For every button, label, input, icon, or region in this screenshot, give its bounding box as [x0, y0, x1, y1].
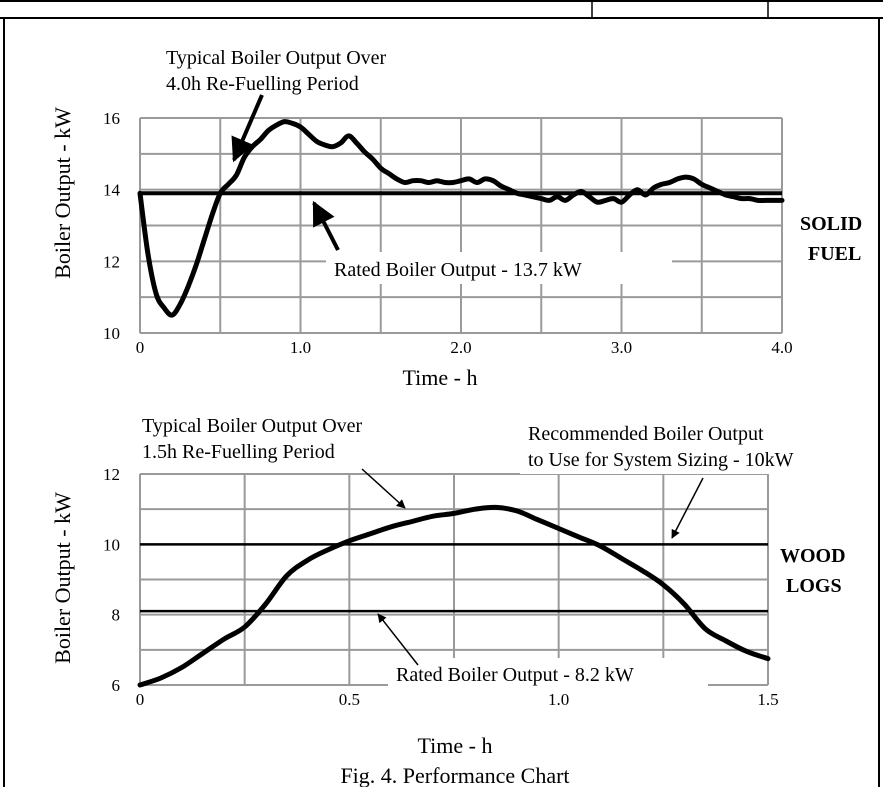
figure-caption: Fig. 4. Performance Chart: [340, 763, 569, 787]
typical-output-annotation-solid: Typical Boiler Output Over 4.0h Re-Fuell…: [160, 44, 460, 96]
solid-fuel-side-label-line2: FUEL: [808, 243, 861, 265]
solid-fuel-x-tick-label-3: 3.0: [611, 338, 632, 357]
wood-logs-x-tick-labels: 0 0.5 1.0 1.5: [136, 690, 779, 709]
wood-logs-y-tick-labels: 6 8 10 12: [103, 465, 120, 695]
wood-logs-y-tick-label-2: 10: [103, 535, 120, 554]
recommended-output-annotation: Recommended Boiler Output to Use for Sys…: [520, 420, 868, 474]
typical-output-annotation-wood-line1: Typical Boiler Output Over: [142, 415, 363, 437]
solid-fuel-chart: 0 1.0 2.0 3.0 4.0 10 12 14 16 Time - h Boiler O…: [50, 44, 862, 390]
recommended-output-annotation-line1: Recommended Boiler Output: [528, 423, 764, 445]
solid-fuel-y-tick-labels: 10 12 14 16: [103, 109, 121, 343]
wood-logs-side-label-line2: LOGS: [786, 575, 842, 597]
typical-output-annotation-solid-line2: 4.0h Re-Fuelling Period: [166, 73, 359, 95]
wood-logs-y-tick-label-3: 12: [103, 465, 120, 484]
rated-output-annotation-wood: Rated Boiler Output - 8.2 kW: [388, 658, 708, 690]
solid-fuel-x-axis-label: Time - h: [403, 365, 478, 390]
recommended-output-annotation-line2: to Use for System Sizing - 10kW: [528, 449, 794, 471]
typical-output-annotation-wood-line2: 1.5h Re-Fuelling Period: [142, 441, 335, 463]
typical-output-arrow-wood: [361, 468, 406, 509]
typical-output-annotation-solid-line1: Typical Boiler Output Over: [166, 47, 387, 69]
solid-fuel-x-tick-labels: 0 1.0 2.0 3.0 4.0: [136, 338, 793, 357]
rated-output-annotation-solid: Rated Boiler Output - 13.7 kW: [326, 252, 672, 284]
wood-logs-x-axis-label: Time - h: [418, 733, 493, 758]
recommended-output-arrow: [671, 477, 704, 539]
wood-logs-y-axis-label: Boiler Output - kW: [50, 492, 75, 664]
typical-output-annotation-wood: Typical Boiler Output Over 1.5h Re-Fuell…: [138, 412, 428, 466]
wood-logs-grid: [139, 473, 769, 686]
wood-logs-y-tick-label-0: 6: [112, 676, 121, 695]
wood-logs-side-label-line1: WOOD: [780, 545, 846, 567]
solid-fuel-x-tick-label-4: 4.0: [771, 338, 792, 357]
wood-logs-x-tick-label-0: 0: [136, 690, 145, 709]
wood-logs-chart: 0 0.5 1.0 1.5 6 8 10 12 Time - h Boiler Output…: [50, 412, 868, 758]
rated-output-annotation-solid-text: Rated Boiler Output - 13.7 kW: [334, 259, 582, 281]
solid-fuel-y-tick-label-2: 14: [103, 181, 121, 200]
rated-output-arrow-solid: [312, 200, 340, 251]
solid-fuel-y-tick-label-1: 12: [103, 252, 120, 271]
wood-logs-x-tick-label-3: 1.5: [757, 690, 778, 709]
wood-logs-output-line: [137, 504, 771, 688]
solid-fuel-x-tick-label-0: 0: [136, 338, 145, 357]
solid-fuel-y-tick-label-3: 16: [103, 109, 120, 128]
wood-logs-x-tick-label-1: 0.5: [339, 690, 360, 709]
solid-fuel-x-tick-label-2: 2.0: [450, 338, 471, 357]
solid-fuel-y-axis-label: Boiler Output - kW: [50, 107, 75, 279]
solid-fuel-side-label-line1: SOLID: [800, 213, 862, 235]
wood-logs-reference-lines: [140, 543, 768, 613]
wood-logs-y-tick-label-1: 8: [112, 606, 121, 625]
typical-output-arrow-solid: [231, 94, 264, 163]
solid-fuel-x-tick-label-1: 1.0: [290, 338, 311, 357]
rated-output-arrow-wood: [377, 613, 419, 666]
wood-logs-x-tick-label-2: 1.0: [548, 690, 569, 709]
solid-fuel-y-tick-label-0: 10: [103, 324, 120, 343]
rated-output-annotation-wood-text: Rated Boiler Output - 8.2 kW: [396, 664, 634, 686]
